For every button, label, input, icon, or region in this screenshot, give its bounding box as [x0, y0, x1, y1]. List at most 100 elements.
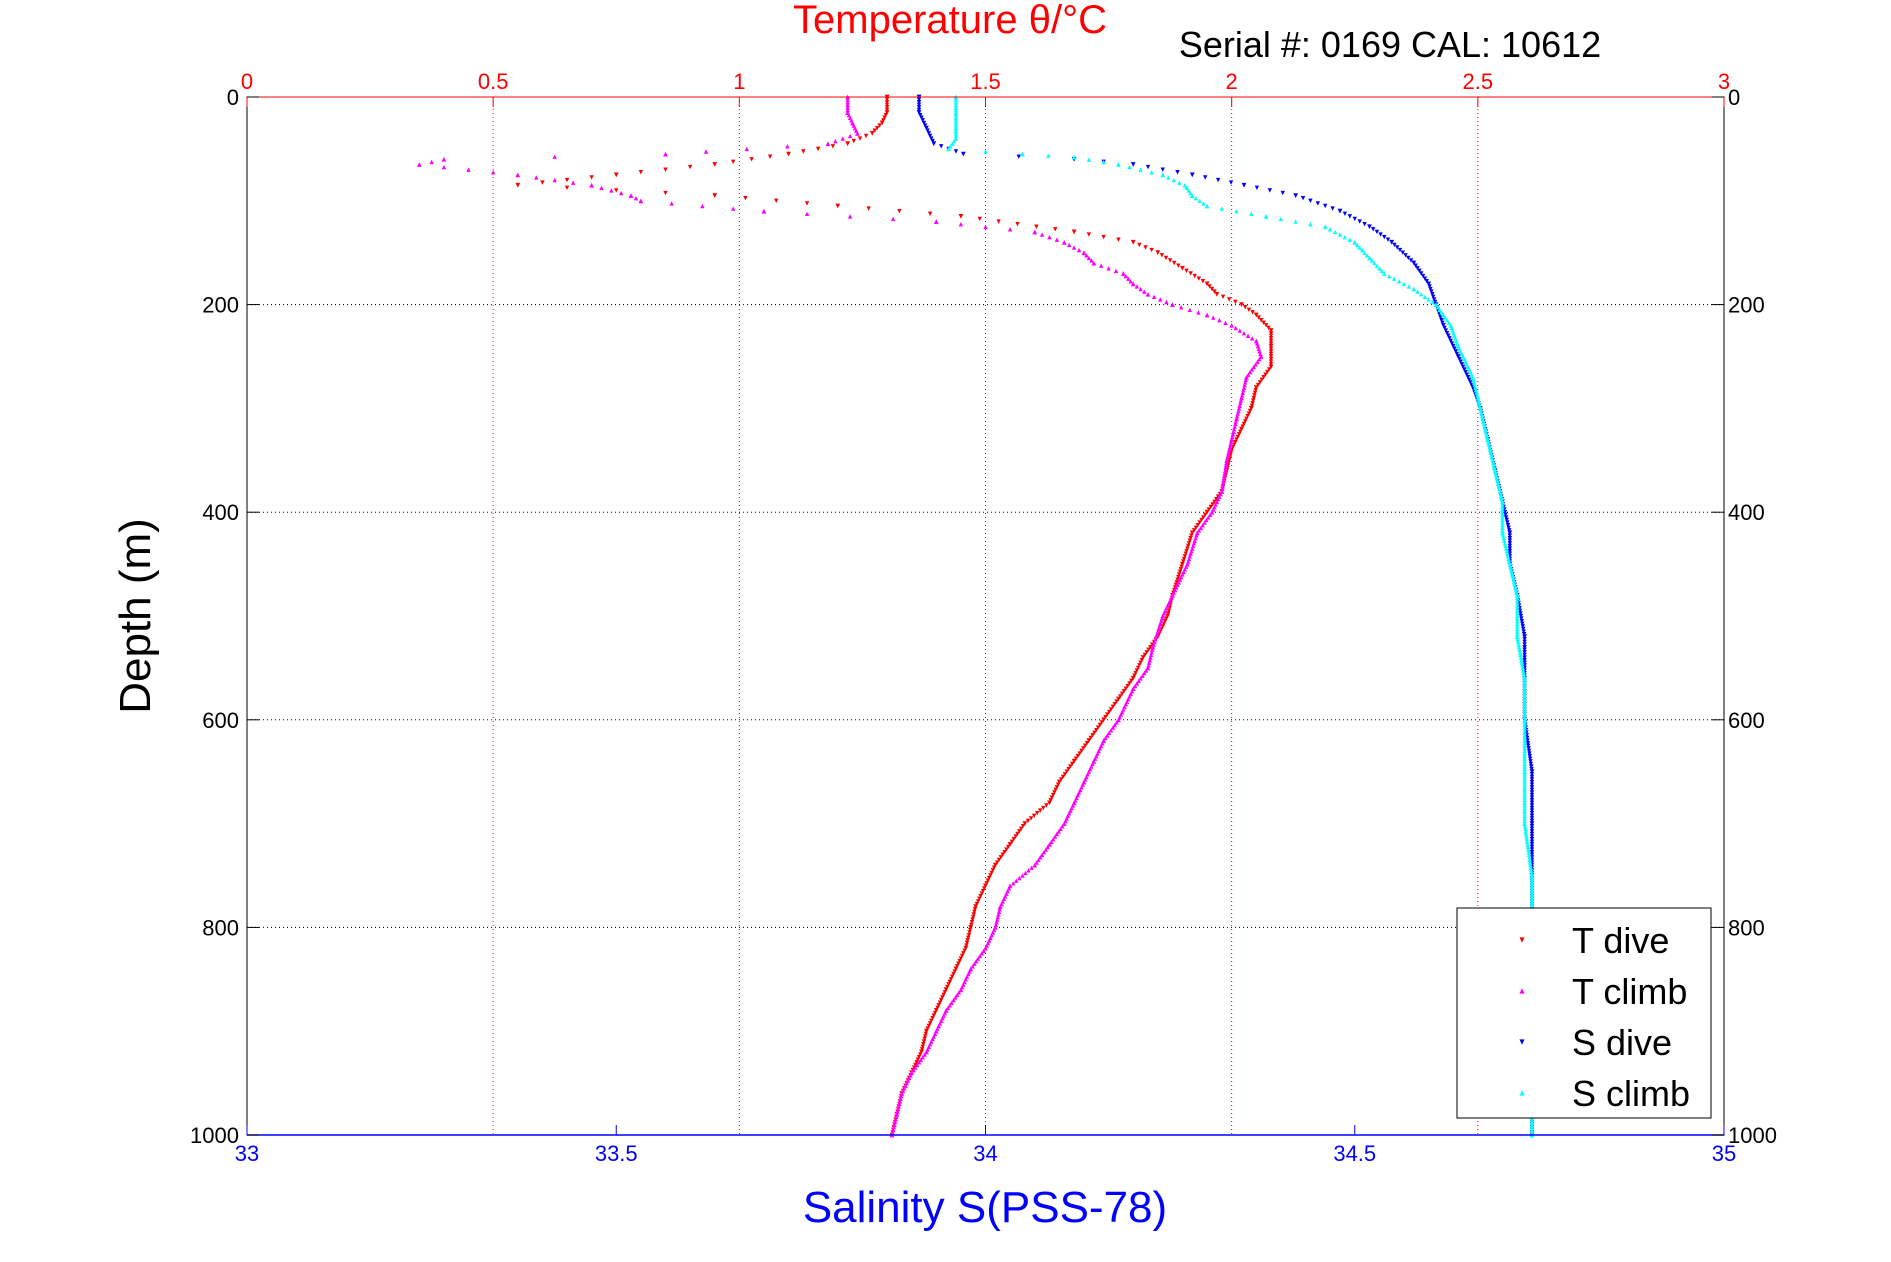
data-point	[1061, 239, 1067, 245]
data-point	[1515, 611, 1520, 616]
data-point	[1529, 779, 1535, 785]
data-point	[1240, 390, 1245, 396]
data-point	[1500, 504, 1505, 510]
data-point	[1527, 857, 1532, 863]
data-point	[1155, 250, 1161, 256]
data-point	[1058, 777, 1064, 782]
data-point	[975, 956, 981, 961]
data-point	[703, 149, 709, 154]
data-point	[1529, 785, 1535, 790]
data-point	[1529, 805, 1535, 811]
data-point	[1443, 315, 1448, 320]
data-point	[1491, 463, 1497, 468]
data-point	[1459, 362, 1465, 367]
data-point	[927, 211, 933, 216]
data-point	[1518, 655, 1524, 660]
data-point	[1474, 390, 1479, 396]
data-point	[1529, 886, 1535, 891]
data-point	[774, 198, 779, 203]
data-point	[1179, 564, 1184, 569]
data-point	[1420, 273, 1426, 279]
data-point	[891, 1125, 897, 1130]
data-point	[1249, 336, 1255, 341]
data-point	[1187, 538, 1193, 543]
data-point	[1105, 733, 1110, 738]
data-point	[1500, 507, 1505, 512]
data-point	[1010, 881, 1016, 886]
data-point	[804, 211, 810, 216]
data-point	[1203, 512, 1208, 517]
data-point	[1134, 668, 1140, 673]
data-point	[1507, 551, 1513, 556]
data-point	[1202, 520, 1207, 525]
data-point	[1208, 504, 1213, 510]
data-point	[980, 888, 986, 894]
data-point	[1235, 413, 1240, 419]
data-point	[920, 1044, 925, 1049]
data-point	[1193, 196, 1199, 201]
data-point	[1357, 245, 1362, 250]
data-point	[1268, 336, 1274, 341]
data-point	[1116, 162, 1121, 167]
data-point	[1327, 227, 1333, 232]
data-point	[1128, 279, 1133, 284]
data-point	[1259, 317, 1264, 323]
data-point	[1367, 224, 1372, 230]
data-point	[1522, 779, 1527, 785]
data-point	[1230, 434, 1235, 440]
bottom-tick-label: 34	[973, 1141, 997, 1166]
data-point	[1372, 260, 1377, 266]
data-point	[1103, 715, 1108, 720]
data-point	[1263, 213, 1269, 219]
data-point	[919, 1047, 925, 1052]
data-point	[983, 224, 988, 229]
data-point	[932, 1010, 938, 1016]
data-point	[1146, 663, 1151, 668]
data-point	[564, 185, 570, 191]
data-point	[744, 146, 749, 152]
data-point	[1520, 624, 1525, 629]
data-point	[1332, 229, 1338, 235]
data-point	[1522, 715, 1527, 720]
data-point	[1529, 896, 1535, 902]
data-point	[994, 917, 1000, 922]
data-point	[1431, 294, 1436, 300]
data-point	[1522, 738, 1527, 743]
data-point	[851, 138, 857, 144]
data-point	[1227, 447, 1232, 453]
data-point	[1120, 271, 1126, 276]
data-point	[1522, 803, 1527, 808]
data-point	[1522, 686, 1527, 691]
legend-box	[1456, 907, 1712, 1119]
data-point	[1138, 286, 1143, 292]
data-point	[1526, 748, 1532, 754]
data-point	[953, 966, 959, 972]
data-point	[1249, 403, 1255, 409]
data-point	[1235, 434, 1241, 440]
data-point	[1189, 530, 1195, 536]
y-tick-label-left: 800	[202, 915, 239, 940]
data-point	[922, 1036, 927, 1042]
data-point	[1138, 676, 1143, 681]
data-point	[956, 961, 961, 966]
data-point	[1522, 637, 1527, 642]
data-point	[1522, 740, 1527, 746]
data-point	[1203, 175, 1208, 180]
data-point	[1444, 330, 1450, 336]
data-point	[1432, 299, 1438, 305]
data-point	[1463, 369, 1468, 375]
data-point	[913, 1062, 918, 1068]
data-point	[1506, 525, 1511, 530]
data-point	[1501, 535, 1506, 541]
data-point	[1511, 580, 1517, 585]
data-point	[1500, 515, 1505, 520]
data-point	[1529, 811, 1535, 816]
data-point	[884, 105, 890, 110]
data-point	[1223, 463, 1229, 468]
data-point	[1502, 538, 1507, 543]
data-point	[1268, 356, 1274, 362]
data-point	[1066, 766, 1071, 772]
data-point	[1464, 372, 1469, 377]
data-point	[1226, 450, 1231, 455]
data-point	[1020, 151, 1025, 157]
